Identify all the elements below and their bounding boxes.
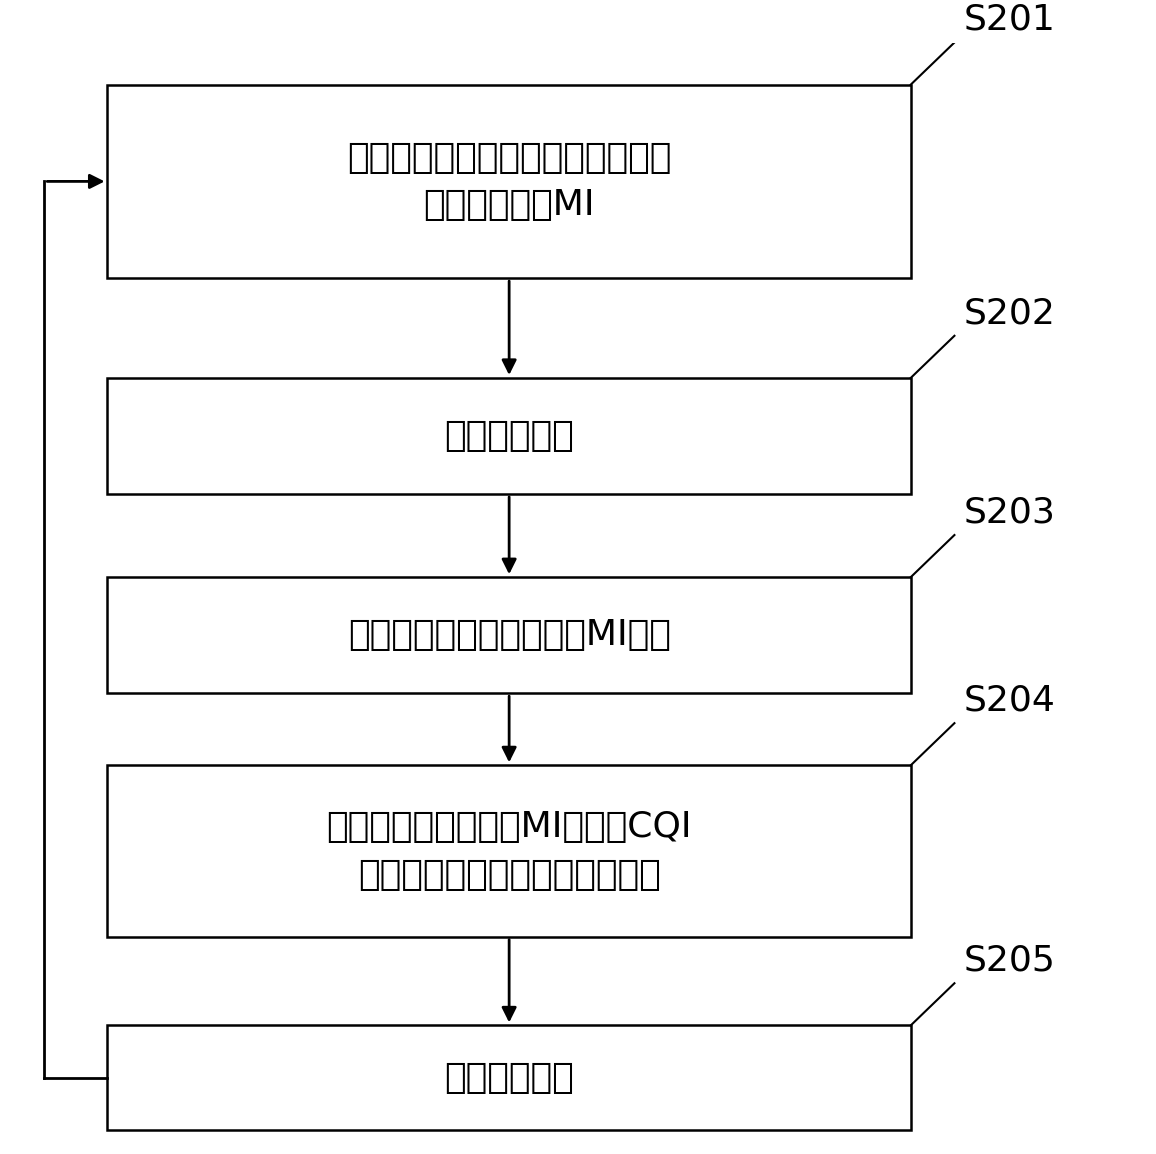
FancyBboxPatch shape (108, 84, 911, 278)
FancyBboxPatch shape (108, 1025, 911, 1131)
Text: S204: S204 (964, 683, 1055, 718)
FancyBboxPatch shape (108, 765, 911, 937)
Text: 将得到的修正总量与平均MI相加: 将得到的修正总量与平均MI相加 (348, 619, 670, 652)
Text: 读取下一子帧: 读取下一子帧 (444, 1061, 575, 1095)
Text: S205: S205 (964, 944, 1055, 977)
Text: 选择包含修正后平均MI对应的CQI
信息的信道状态信息向基站发送: 选择包含修正后平均MI对应的CQI 信息的信道状态信息向基站发送 (326, 810, 692, 892)
Text: S202: S202 (964, 297, 1055, 330)
Text: S201: S201 (964, 3, 1055, 37)
FancyBboxPatch shape (108, 377, 911, 494)
Text: 计算子载波在当前传输模式下宽带
和子带的平均MI: 计算子载波在当前传输模式下宽带 和子带的平均MI (347, 141, 672, 223)
Text: S203: S203 (964, 495, 1055, 530)
FancyBboxPatch shape (108, 577, 911, 694)
Text: 计算修正总量: 计算修正总量 (444, 419, 575, 454)
